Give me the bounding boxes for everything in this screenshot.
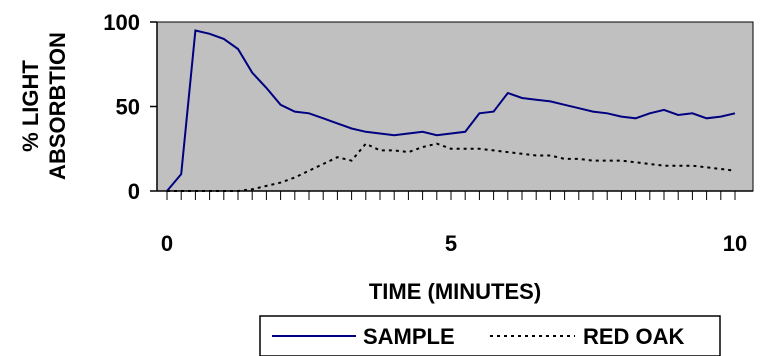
x-tick-label: 0 — [161, 231, 173, 256]
y-tick-label: 0 — [128, 179, 140, 204]
y-tick-label: 100 — [103, 10, 140, 35]
x-axis-title: TIME (MINUTES) — [369, 279, 541, 304]
x-axis-ticks — [166, 191, 736, 200]
y-axis-ticks — [150, 21, 157, 192]
series-line-sample — [166, 29, 736, 192]
y-tick-labels: 0 50 100 — [103, 10, 140, 204]
plot-area — [156, 21, 754, 192]
series-layer — [166, 29, 736, 192]
legend: SAMPLE RED OAK — [259, 315, 721, 356]
x-tick-labels: 0 5 10 — [161, 231, 747, 256]
legend-red-oak-label: RED OAK — [583, 324, 685, 349]
x-tick-label: 5 — [445, 231, 457, 256]
y-axis-title-line-1: % LIGHT — [18, 60, 43, 152]
y-tick-label: 50 — [116, 95, 140, 120]
x-tick-label: 10 — [723, 231, 747, 256]
series-line-red-oak — [167, 142, 736, 192]
y-axis-title-line-2: ABSORBTION — [45, 32, 70, 180]
legend-sample-label: SAMPLE — [363, 324, 455, 349]
